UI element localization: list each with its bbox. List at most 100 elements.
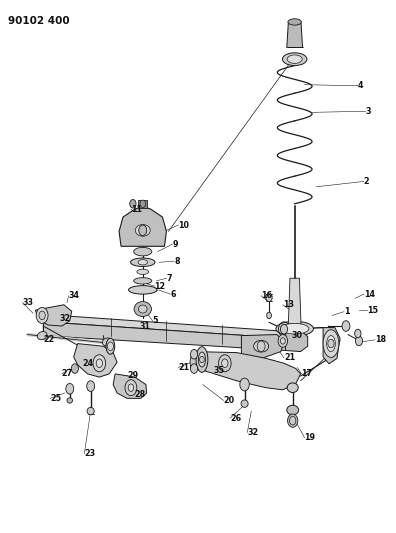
Circle shape <box>266 293 272 302</box>
Text: 32: 32 <box>248 428 259 437</box>
Text: 8: 8 <box>174 257 180 265</box>
Polygon shape <box>119 206 166 246</box>
Text: 15: 15 <box>367 305 378 314</box>
Ellipse shape <box>67 398 72 403</box>
Text: 17: 17 <box>301 369 312 378</box>
Text: 23: 23 <box>84 449 95 458</box>
Text: 90102 400: 90102 400 <box>8 16 69 26</box>
Circle shape <box>125 379 137 395</box>
Ellipse shape <box>323 330 339 358</box>
Ellipse shape <box>137 269 148 274</box>
Ellipse shape <box>196 347 208 372</box>
Text: 22: 22 <box>43 335 55 344</box>
Text: 4: 4 <box>358 81 363 90</box>
Ellipse shape <box>287 414 298 427</box>
Ellipse shape <box>241 400 248 407</box>
Text: 1: 1 <box>344 307 350 316</box>
Polygon shape <box>43 322 286 351</box>
Circle shape <box>190 350 198 359</box>
Polygon shape <box>35 305 72 326</box>
Text: 32: 32 <box>59 314 70 323</box>
Text: 3: 3 <box>366 107 371 116</box>
Circle shape <box>66 383 74 394</box>
Text: 5: 5 <box>152 316 158 325</box>
Circle shape <box>36 308 48 324</box>
Ellipse shape <box>37 332 47 340</box>
Ellipse shape <box>282 53 307 66</box>
Polygon shape <box>288 328 334 329</box>
Text: 21: 21 <box>284 353 295 362</box>
Ellipse shape <box>287 55 302 63</box>
Circle shape <box>356 336 363 346</box>
Ellipse shape <box>87 407 94 415</box>
Text: 26: 26 <box>230 414 242 423</box>
Polygon shape <box>287 22 303 47</box>
Circle shape <box>280 338 285 344</box>
Text: 30: 30 <box>292 331 303 340</box>
Text: 25: 25 <box>50 394 61 403</box>
Ellipse shape <box>134 302 151 317</box>
Circle shape <box>87 381 95 391</box>
Circle shape <box>240 378 249 391</box>
Polygon shape <box>194 352 301 390</box>
Text: 20: 20 <box>224 396 235 405</box>
Circle shape <box>128 384 134 391</box>
Ellipse shape <box>138 260 147 265</box>
Text: 7: 7 <box>166 273 172 282</box>
Circle shape <box>219 355 231 372</box>
Text: 34: 34 <box>69 291 80 300</box>
Text: 24: 24 <box>83 359 94 368</box>
Ellipse shape <box>198 352 206 367</box>
Circle shape <box>289 416 296 425</box>
Text: 16: 16 <box>261 291 272 300</box>
Circle shape <box>139 225 147 236</box>
Ellipse shape <box>287 405 299 415</box>
Ellipse shape <box>134 247 152 256</box>
Circle shape <box>328 340 334 348</box>
Polygon shape <box>323 328 340 364</box>
Text: 14: 14 <box>364 289 375 298</box>
Ellipse shape <box>287 383 298 392</box>
Text: 11: 11 <box>131 205 142 214</box>
Text: 12: 12 <box>154 281 166 290</box>
Ellipse shape <box>254 341 268 352</box>
Circle shape <box>96 359 103 368</box>
Circle shape <box>107 342 114 351</box>
Ellipse shape <box>280 324 309 334</box>
Text: 28: 28 <box>135 390 146 399</box>
Polygon shape <box>138 199 147 208</box>
Polygon shape <box>242 335 284 358</box>
Circle shape <box>130 199 136 208</box>
Polygon shape <box>113 374 147 398</box>
Ellipse shape <box>135 224 150 236</box>
Text: 6: 6 <box>170 289 176 298</box>
Polygon shape <box>43 314 286 338</box>
Ellipse shape <box>129 286 157 294</box>
Circle shape <box>39 311 45 320</box>
Ellipse shape <box>139 305 147 313</box>
Ellipse shape <box>190 354 198 370</box>
Circle shape <box>71 364 78 373</box>
Circle shape <box>190 364 198 373</box>
Circle shape <box>140 200 145 207</box>
Ellipse shape <box>276 321 313 336</box>
Circle shape <box>280 325 287 334</box>
Text: 18: 18 <box>375 335 386 344</box>
Circle shape <box>222 359 228 368</box>
Text: 9: 9 <box>172 240 178 249</box>
Circle shape <box>200 357 204 363</box>
Text: 2: 2 <box>364 177 369 186</box>
Text: 29: 29 <box>128 371 139 380</box>
Ellipse shape <box>106 338 115 354</box>
Text: 19: 19 <box>305 433 316 442</box>
Text: 31: 31 <box>140 321 150 330</box>
Polygon shape <box>286 330 308 352</box>
Text: 35: 35 <box>214 366 225 375</box>
Circle shape <box>278 335 287 348</box>
Ellipse shape <box>134 278 152 284</box>
Polygon shape <box>74 344 117 377</box>
Text: 27: 27 <box>62 369 73 378</box>
Ellipse shape <box>288 19 301 25</box>
Circle shape <box>267 312 271 319</box>
Text: 10: 10 <box>178 221 189 230</box>
